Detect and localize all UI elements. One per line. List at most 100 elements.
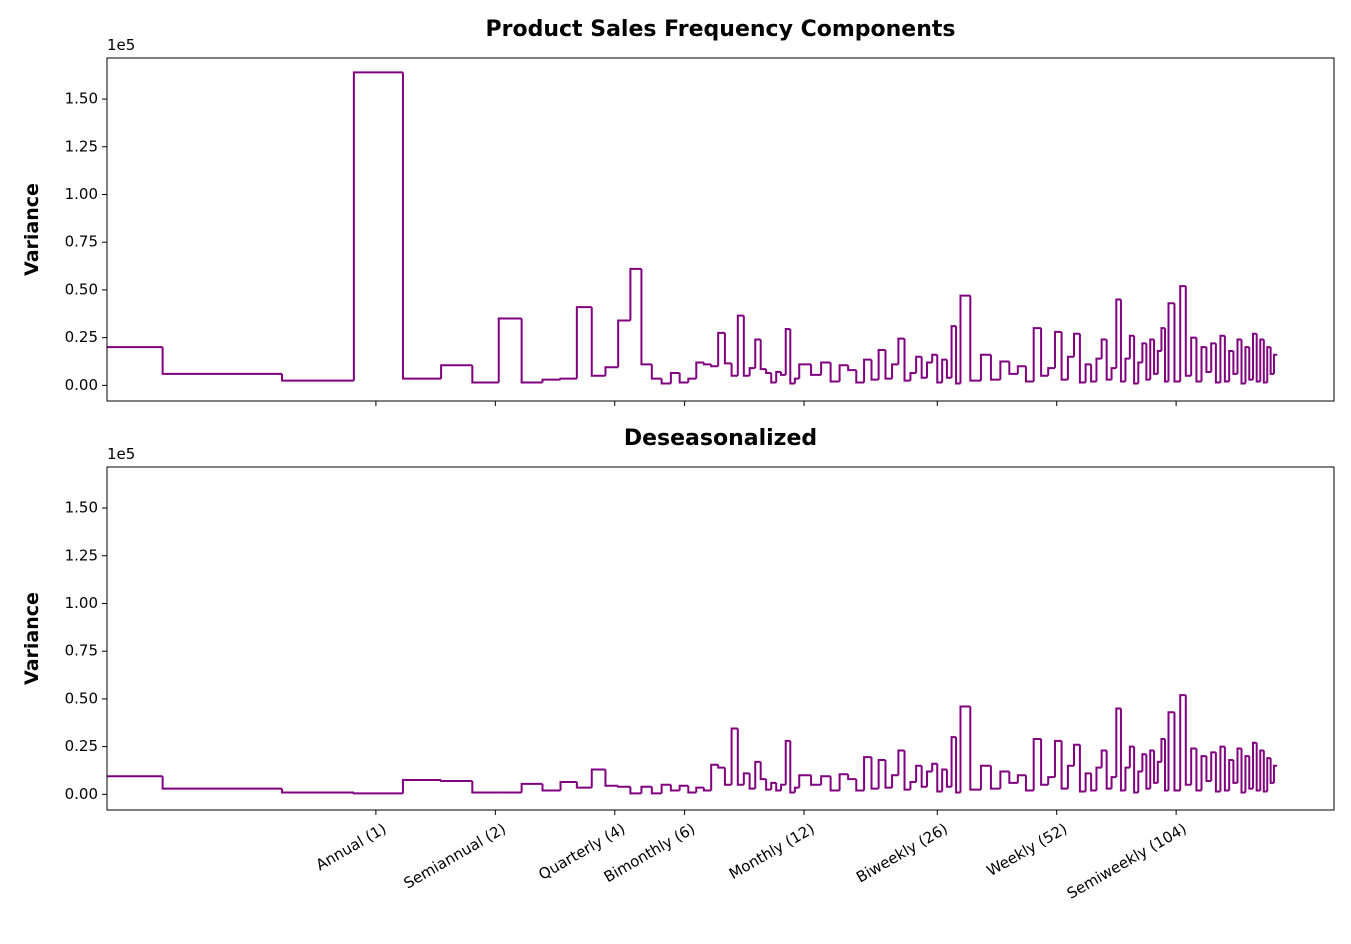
step-segment [1016, 774, 1026, 783]
step-segment [669, 371, 680, 384]
step-segment [950, 325, 957, 378]
step-segment [897, 749, 905, 776]
step-segment [926, 770, 933, 787]
x-tick-label: Monthly (12) [726, 820, 818, 883]
step-segment [669, 784, 680, 792]
y-tick-label: 0.75 [65, 642, 98, 660]
step-segment [936, 354, 943, 384]
step-segment [969, 295, 981, 382]
subplot-title: Product Sales Frequency Components [486, 17, 956, 42]
step-segment [870, 757, 879, 790]
step-segment [909, 371, 917, 381]
step-segment [1248, 347, 1254, 381]
step-segment [903, 338, 911, 382]
step-segment [810, 775, 822, 786]
step-segment [1269, 347, 1274, 375]
y-tick-label: 0.00 [65, 785, 98, 803]
step-segment [281, 788, 354, 794]
axes-frame [106, 466, 1335, 811]
step-segment [780, 783, 786, 791]
step-segment [1266, 757, 1271, 792]
y-tick-label: 0.00 [65, 376, 98, 394]
step-segment [1167, 711, 1175, 791]
step-segment [660, 378, 671, 385]
step-segment [1179, 694, 1186, 791]
step-segment [1160, 327, 1166, 351]
step-segment [884, 759, 893, 789]
step-segment [780, 371, 786, 376]
step-segment [1255, 333, 1261, 383]
y-tick-label: 1.00 [65, 594, 98, 612]
step-segment [1164, 738, 1169, 792]
step-segment [1223, 335, 1230, 383]
step-segment [736, 728, 744, 786]
step-segment [1137, 361, 1143, 384]
step-segment [950, 736, 957, 787]
step-segment [765, 369, 772, 374]
step-segment [730, 727, 738, 785]
step-segment [754, 338, 761, 369]
step-segment [520, 782, 543, 793]
axes-frame [106, 57, 1335, 402]
step-segment [884, 350, 893, 380]
step-segment [723, 767, 732, 786]
step-segment [1153, 339, 1158, 375]
step-segment [789, 740, 795, 794]
step-segment [1240, 339, 1246, 385]
step-segment [1214, 343, 1221, 384]
step-segment [1173, 303, 1181, 383]
step-segment [855, 779, 865, 792]
step-segment [1119, 299, 1126, 383]
step-segment [660, 783, 671, 794]
step-segment [891, 363, 899, 379]
step-segment [931, 353, 938, 363]
step-segment [959, 705, 971, 793]
step-segment [1073, 332, 1080, 357]
step-segment [1272, 353, 1278, 374]
step-segment [920, 765, 928, 788]
step-segment [989, 354, 1001, 381]
step-segment [838, 773, 849, 791]
step-segment [1016, 365, 1026, 374]
step-segment [1090, 364, 1097, 383]
step-segment [1228, 758, 1234, 791]
step-segment [1200, 755, 1207, 791]
step-segment [1210, 751, 1216, 781]
step-segment [629, 267, 642, 321]
step-segment [541, 783, 561, 792]
step-segment [759, 761, 767, 781]
step-segment [1110, 776, 1117, 789]
step-segment [1214, 752, 1221, 793]
step-segment [955, 326, 961, 385]
step-segment [915, 764, 922, 782]
subplot: Deseasonalized 1e5 Variance 0.00 0.25 0.50 0.7… [21, 426, 1335, 903]
step-segment [798, 774, 812, 788]
step-segment [941, 768, 947, 792]
x-tick-label: Weekly (52) [984, 820, 1071, 880]
step-segment [640, 785, 652, 794]
step-segment [969, 706, 981, 791]
step-segment [1078, 333, 1086, 384]
step-segment [820, 775, 831, 785]
step-segment [989, 765, 1001, 790]
step-segment [710, 364, 719, 368]
y-tick-label: 1.25 [65, 137, 98, 155]
step-segment [931, 762, 938, 772]
step-segment [979, 353, 991, 381]
step-segment [847, 365, 857, 372]
step-segment [1008, 361, 1018, 375]
step-segment [1060, 740, 1068, 790]
y-tick-label: 0.25 [65, 737, 98, 755]
step-segment [717, 331, 725, 367]
step-segment [1078, 744, 1086, 793]
step-segment [1195, 748, 1202, 792]
step-segment [1032, 327, 1042, 382]
step-segment [1252, 332, 1257, 380]
step-segment [629, 786, 642, 795]
step-segment [161, 776, 283, 790]
step-segment [1054, 330, 1062, 369]
step-segment [650, 364, 662, 380]
step-segment [710, 763, 719, 791]
subplot: Product Sales Frequency Components 1e5 Var… [21, 17, 1335, 406]
